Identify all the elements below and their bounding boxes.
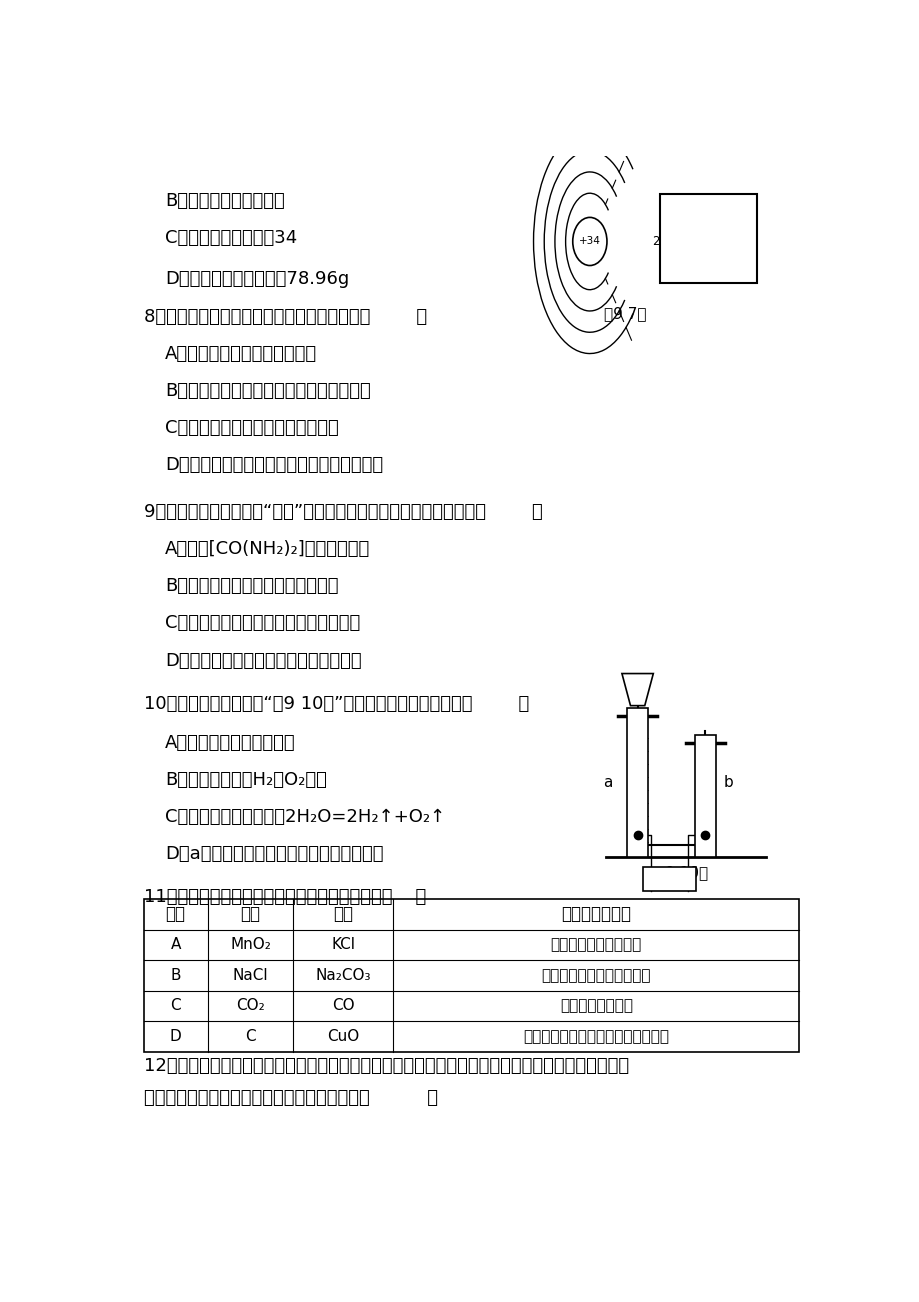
Text: 34: 34 [664, 204, 682, 219]
Text: C．錸态氮肥与草木灰混用，会降低肥效: C．錸态氮肥与草木灰混用，会降低肥效 [165, 615, 359, 633]
Text: A: A [170, 937, 181, 952]
Text: 12．探究铁生锈的条件，有利于寻找防止铁制品锈蚀的方法。下列对比实验设计与所探究的条件（蒸: 12．探究铁生锈的条件，有利于寻找防止铁制品锈蚀的方法。下列对比实验设计与所探究… [143, 1056, 628, 1074]
Text: 加入足量稀硫酸，蒸发结晶: 加入足量稀硫酸，蒸发结晶 [541, 967, 651, 983]
Text: C: C [170, 999, 181, 1013]
Text: CO₂: CO₂ [236, 999, 265, 1013]
Text: +34: +34 [578, 237, 600, 246]
Text: 题9 10图: 题9 10图 [655, 866, 707, 880]
Text: B．大量施用化肥以提高农作物产量: B．大量施用化肥以提高农作物产量 [165, 577, 338, 595]
Text: 馏水经煮永并迅速冷却），对应关系正确的是（          ）: 馏水经煮永并迅速冷却），对应关系正确的是（ ） [143, 1088, 437, 1107]
Text: D．硒的相对原子质量为78.96g: D．硒的相对原子质量为78.96g [165, 270, 349, 288]
Text: 加水溢解、过滤、蒸发: 加水溢解、过滤、蒸发 [550, 937, 641, 952]
Bar [695, 784, 715, 855]
Text: A．电解前后元素种类不变: A．电解前后元素种类不变 [165, 734, 295, 751]
Text: C．铜有良好的导电性，可制作导线: C．铜有良好的导电性，可制作导线 [165, 419, 338, 437]
Bar [694, 734, 715, 857]
Text: NaCl: NaCl [233, 967, 268, 983]
Text: A．金刚石硬度大，可制造錢头: A．金刚石硬度大，可制造錢头 [165, 345, 317, 363]
Text: 8．下列物质的性质与用途对应关系错误的是（        ）: 8．下列物质的性质与用途对应关系错误的是（ ） [143, 307, 426, 326]
Text: B．实验说明水由H₂和O₂组成: B．实验说明水由H₂和O₂组成 [165, 771, 326, 789]
Bar [627, 798, 647, 855]
Text: 11．除去下列物质中的杂质，所选方法正确的是（    ）: 11．除去下列物质中的杂质，所选方法正确的是（ ） [143, 888, 425, 906]
Text: D．棉花叶片枯黄，应施用硫酸鯨等鯨肥: D．棉花叶片枯黄，应施用硫酸鯨等鯨肥 [165, 651, 361, 669]
Text: D．a管收集的气体能使燃着的木条燃烧更旺: D．a管收集的气体能使燃着的木条燃烧更旺 [165, 845, 383, 863]
Text: 通过氢氧化钓溶液: 通过氢氧化钓溶液 [559, 999, 632, 1013]
Text: CuO: CuO [326, 1029, 359, 1044]
Bar [641, 867, 696, 891]
Text: a: a [603, 775, 612, 790]
Text: Se: Se [733, 204, 751, 219]
Text: 10．电解水实验装置如“题9 10图”所示。下列说法正确的是（        ）: 10．电解水实验装置如“题9 10图”所示。下列说法正确的是（ ） [143, 695, 528, 712]
Text: 9．化学肥料是农作物的“粮食”，下列关于化学肥料的说法正确的是（        ）: 9．化学肥料是农作物的“粮食”，下列关于化学肥料的说法正确的是（ ） [143, 503, 541, 521]
Text: 除去杂质的方法: 除去杂质的方法 [561, 905, 630, 923]
Circle shape [573, 217, 607, 266]
Text: CO: CO [332, 999, 354, 1013]
Text: 杂质: 杂质 [333, 905, 353, 923]
Text: 电源: 电源 [660, 872, 677, 887]
Bar [143, 900, 799, 1052]
Text: B．硒元素属于金属元素: B．硒元素属于金属元素 [165, 193, 284, 211]
Text: 加入足量稀硫酸，过滤、洗涂、干燥: 加入足量稀硫酸，过滤、洗涂、干燥 [523, 1029, 668, 1044]
Text: MnO₂: MnO₂ [230, 937, 270, 952]
Text: b: b [722, 775, 732, 790]
Text: 选项: 选项 [165, 905, 186, 923]
Text: C．反应的化学方程式为2H₂O=2H₂↑+O₂↑: C．反应的化学方程式为2H₂O=2H₂↑+O₂↑ [165, 809, 445, 825]
Bar [626, 708, 648, 857]
Bar [660, 194, 756, 283]
Text: Na₂CO₃: Na₂CO₃ [315, 967, 370, 983]
Text: 2 8 18 8  x: 2 8 18 8 x [652, 234, 715, 247]
Text: 题9 7图: 题9 7图 [603, 306, 645, 322]
Text: 物质: 物质 [240, 905, 260, 923]
Text: B．氮气的化学性质不活泼，常用作保护气: B．氮气的化学性质不活泼，常用作保护气 [165, 381, 370, 400]
Text: C: C [244, 1029, 255, 1044]
Polygon shape [621, 673, 652, 706]
Text: B: B [170, 967, 181, 983]
Text: D．氢氧化钓具有碱性，常用于改良酸性土壤: D．氢氧化钓具有碱性，常用于改良酸性土壤 [165, 456, 382, 474]
Text: 78.96: 78.96 [688, 259, 728, 272]
Text: C．硒原子的质子数为34: C．硒原子的质子数为34 [165, 229, 297, 247]
Text: A．尿素[CO(NH₂)₂]属于复合肥料: A．尿素[CO(NH₂)₂]属于复合肥料 [165, 540, 369, 559]
Text: 硒: 硒 [702, 232, 713, 249]
Text: KCl: KCl [331, 937, 355, 952]
Text: D: D [169, 1029, 181, 1044]
